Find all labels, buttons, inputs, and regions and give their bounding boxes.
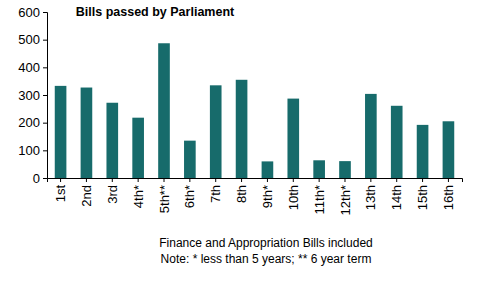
- bar: [417, 125, 429, 178]
- x-tick: 16th: [441, 178, 456, 210]
- x-tick: 8th: [234, 178, 249, 203]
- y-tick-mark: [43, 40, 47, 41]
- y-tick-mark: [43, 150, 47, 151]
- x-tick-mark: [370, 178, 371, 182]
- bars: [55, 43, 454, 178]
- x-tick-mark: [164, 178, 165, 182]
- y-tick-mark: [43, 12, 47, 13]
- y-tick-label: 200: [18, 115, 40, 130]
- x-axis-line: [48, 179, 463, 183]
- x-tick-label: 11th*: [312, 185, 327, 214]
- y-tick: 600: [18, 5, 47, 20]
- x-tick-label: 3rd: [105, 185, 120, 204]
- bar: [106, 103, 118, 178]
- y-tick-label: 500: [18, 32, 40, 47]
- annotation: Note: * less than 5 years; ** 6 year ter…: [161, 252, 372, 266]
- x-tick: 3rd: [105, 178, 120, 204]
- y-tick: 200: [18, 115, 47, 130]
- bar: [287, 99, 299, 178]
- x-tick: 6th*: [182, 178, 197, 208]
- bar: [391, 106, 403, 178]
- bar: [365, 94, 377, 178]
- y-tick-label: 300: [18, 88, 40, 103]
- y-tick-label: 100: [18, 143, 40, 158]
- bar: [236, 80, 248, 178]
- chart: 0 100 200 300 400 500 600 1st 2nd 3rd 4th* 5th** 6th…: [0, 0, 497, 282]
- x-axis: 1st 2nd 3rd 4th* 5th** 6th* 7th 8th 9th* 10th 11th…: [48, 178, 463, 215]
- x-tick-mark: [138, 178, 139, 182]
- x-tick-label: 6th*: [182, 185, 197, 208]
- x-tick-label: 5th**: [157, 185, 172, 213]
- y-tick: 400: [18, 60, 47, 75]
- x-tick-mark: [86, 178, 87, 182]
- x-tick: 15th: [415, 178, 430, 210]
- x-tick-mark: [396, 178, 397, 182]
- bar: [81, 88, 93, 178]
- y-tick-mark: [43, 67, 47, 68]
- x-tick-label: 16th: [441, 185, 456, 210]
- x-tick: 4th*: [131, 178, 146, 208]
- x-tick: 2nd: [79, 178, 94, 207]
- x-tick-label: 12th*: [338, 185, 353, 215]
- y-tick: 300: [18, 88, 47, 103]
- y-tick-label: 600: [18, 5, 40, 20]
- y-tick-label: 0: [33, 171, 40, 186]
- bar: [443, 121, 455, 178]
- y-tick: 100: [18, 143, 47, 158]
- x-tick-mark: [422, 178, 423, 182]
- title: Bills passed by Parliament: [76, 5, 235, 19]
- x-tick: 1st: [53, 178, 68, 202]
- x-tick-mark: [60, 178, 61, 182]
- bar: [55, 86, 67, 178]
- x-tick-label: 14th: [389, 185, 404, 210]
- y-axis-line: [43, 13, 48, 179]
- x-tick: 10th: [286, 178, 301, 210]
- y-tick-mark: [43, 123, 47, 124]
- bar: [339, 161, 351, 178]
- x-tick-mark: [319, 178, 320, 182]
- y-tick-label: 400: [18, 60, 40, 75]
- y-tick: 500: [18, 32, 47, 47]
- x-tick-label: 9th*: [260, 185, 275, 208]
- x-tick: 12th*: [338, 178, 353, 215]
- x-tick: 5th**: [157, 178, 172, 213]
- x-tick-mark: [215, 178, 216, 182]
- x-tick-mark: [241, 178, 242, 182]
- bar: [313, 160, 325, 178]
- x-tick-mark: [267, 178, 268, 182]
- x-tick: 11th*: [312, 178, 327, 214]
- x-tick-label: 4th*: [131, 185, 146, 208]
- x-tick: 14th: [389, 178, 404, 210]
- x-tick-mark: [344, 178, 345, 182]
- x-tick: 7th: [208, 178, 223, 203]
- x-tick-label: 1st: [53, 185, 68, 203]
- x-tick-label: 7th: [208, 185, 223, 203]
- bar: [210, 85, 222, 178]
- bar: [158, 43, 170, 178]
- x-tick-label: 15th: [415, 185, 430, 210]
- y-tick-mark: [43, 178, 47, 179]
- x-tick-mark: [112, 178, 113, 182]
- x-tick-label: 10th: [286, 185, 301, 210]
- x-tick-label: 13th: [363, 185, 378, 210]
- y-tick-mark: [43, 95, 47, 96]
- bar: [184, 141, 196, 178]
- x-tick: 9th*: [260, 178, 275, 208]
- bar: [262, 161, 274, 178]
- x-tick-mark: [448, 178, 449, 182]
- y-axis: 0 100 200 300 400 500 600: [18, 5, 47, 186]
- x-tick-mark: [293, 178, 294, 182]
- x-tick: 13th: [363, 178, 378, 210]
- annotation: Finance and Appropriation Bills included: [159, 236, 372, 250]
- x-tick-label: 2nd: [79, 185, 94, 207]
- x-tick-label: 8th: [234, 185, 249, 203]
- y-tick: 0: [33, 171, 47, 186]
- x-tick-mark: [189, 178, 190, 182]
- plot: 0 100 200 300 400 500 600 1st 2nd 3rd 4th* 5th** 6th…: [18, 5, 462, 216]
- bar: [132, 118, 144, 178]
